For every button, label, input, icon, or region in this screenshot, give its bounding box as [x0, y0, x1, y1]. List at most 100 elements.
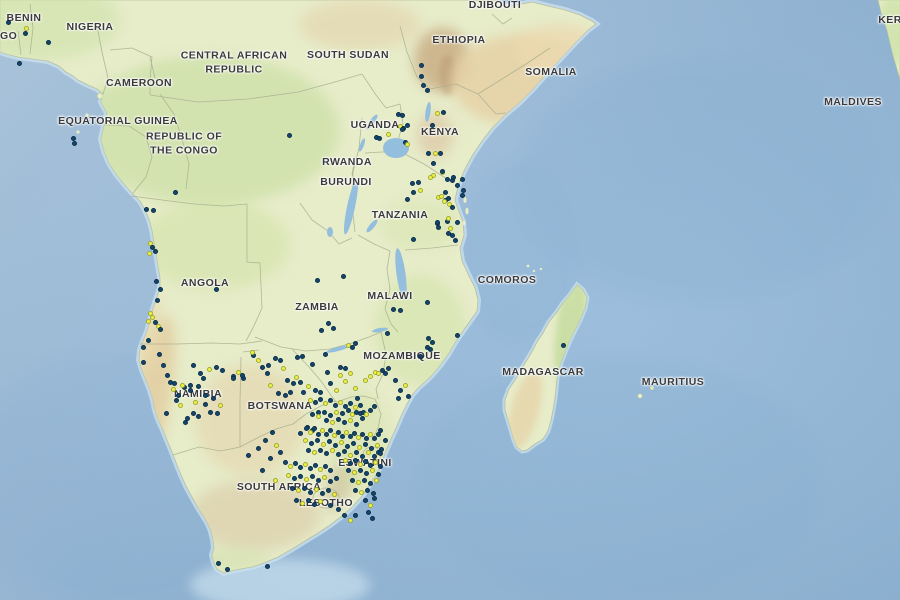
occurrence-dot — [350, 440, 356, 446]
occurrence-dot — [404, 196, 410, 202]
occurrence-dot — [145, 318, 151, 324]
occurrence-dot — [376, 135, 382, 141]
occurrence-dot — [297, 473, 303, 479]
occurrence-dot — [342, 403, 348, 409]
occurrence-dot — [371, 403, 377, 409]
occurrence-dot — [143, 206, 149, 212]
occurrence-dot — [321, 409, 327, 415]
occurrence-dot — [327, 412, 333, 418]
occurrence-dot — [230, 375, 236, 381]
occurrence-dot — [309, 411, 315, 417]
occurrence-dot — [327, 380, 333, 386]
occurrence-dot — [272, 477, 278, 483]
occurrence-dot — [442, 189, 448, 195]
occurrence-dot — [353, 409, 359, 415]
occurrence-dot — [326, 438, 332, 444]
occurrence-dot — [200, 375, 206, 381]
occurrence-dot — [440, 109, 446, 115]
occurrence-dot — [16, 60, 22, 66]
occurrence-dot — [312, 387, 318, 393]
country-label-maldives: MALDIVES — [824, 96, 882, 109]
occurrence-dot — [345, 467, 351, 473]
country-label-zambia: ZAMBIA — [295, 301, 339, 314]
occurrence-dot — [371, 435, 377, 441]
occurrence-dot — [152, 248, 158, 254]
country-label-comoros: COMOROS — [477, 274, 537, 287]
country-label-djibouti: DJIBOUTI — [468, 0, 522, 12]
occurrence-dot — [322, 400, 328, 406]
occurrence-dot — [149, 314, 155, 320]
occurrence-dot — [267, 455, 273, 461]
occurrence-dot — [445, 195, 451, 201]
occurrence-dot — [429, 339, 435, 345]
country-label-cameroon: CAMEROON — [105, 77, 173, 90]
occurrence-dot — [405, 393, 411, 399]
country-label-ethiopia: ETHIOPIA — [432, 34, 486, 47]
occurrence-dot — [291, 475, 297, 481]
occurrence-dot — [352, 487, 358, 493]
occurrence-dot — [369, 467, 375, 473]
occurrence-dot — [347, 370, 353, 376]
occurrence-dot — [318, 327, 324, 333]
occurrence-dot — [192, 399, 198, 405]
occurrence-dot — [375, 431, 381, 437]
occurrence-dot — [315, 477, 321, 483]
occurrence-dot — [434, 110, 440, 116]
occurrence-dot — [322, 463, 328, 469]
occurrence-dot — [349, 477, 355, 483]
occurrence-dot — [297, 464, 303, 470]
occurrence-dot — [160, 362, 166, 368]
occurrence-dot — [297, 379, 303, 385]
occurrence-dot — [427, 346, 433, 352]
occurrence-dot — [390, 306, 396, 312]
occurrence-dot — [156, 351, 162, 357]
occurrence-dot — [150, 207, 156, 213]
occurrence-dot — [335, 506, 341, 512]
occurrence-dot — [351, 469, 357, 475]
lake-malawi — [395, 248, 407, 300]
occurrence-dot — [327, 502, 333, 508]
occurrence-dot — [149, 244, 155, 250]
occurrence-dot — [352, 385, 358, 391]
occurrence-dot — [339, 410, 345, 416]
occurrence-dot — [164, 372, 170, 378]
lake-tanganyika — [343, 179, 359, 235]
occurrence-dot — [327, 427, 333, 433]
occurrence-dot — [331, 432, 337, 438]
occurrence-dot — [182, 419, 188, 425]
occurrence-dot — [224, 566, 230, 572]
occurrence-dot — [303, 476, 309, 482]
occurrence-dot — [190, 362, 196, 368]
occurrence-dot — [363, 435, 369, 441]
occurrence-dot — [313, 486, 319, 492]
occurrence-dot — [454, 219, 460, 225]
occurrence-dot — [311, 449, 317, 455]
occurrence-dot — [417, 187, 423, 193]
occurrence-dot — [187, 382, 193, 388]
occurrence-dot — [335, 451, 341, 457]
lake-turkana — [425, 102, 431, 122]
occurrence-dot — [404, 141, 410, 147]
occurrence-dot — [145, 337, 151, 343]
occurrence-dot — [352, 457, 358, 463]
occurrence-dot — [382, 437, 388, 443]
occurrence-dot — [447, 225, 453, 231]
occurrence-dot — [367, 373, 373, 379]
occurrence-dot — [337, 372, 343, 378]
occurrence-dot — [265, 362, 271, 368]
occurrence-dot — [179, 382, 185, 388]
occurrence-dot — [325, 487, 331, 493]
occurrence-dot — [357, 467, 363, 473]
occurrence-dot — [305, 497, 311, 503]
occurrence-dot — [371, 453, 377, 459]
occurrence-dot — [357, 461, 363, 467]
occurrence-dot — [429, 122, 435, 128]
country-label-madagascar: MADAGASCAR — [502, 366, 584, 379]
occurrence-dot — [249, 349, 255, 355]
occurrence-dot — [327, 478, 333, 484]
occurrence-dot — [195, 413, 201, 419]
occurrence-dot — [341, 448, 347, 454]
occurrence-dot — [197, 370, 203, 376]
occurrence-dot — [282, 392, 288, 398]
